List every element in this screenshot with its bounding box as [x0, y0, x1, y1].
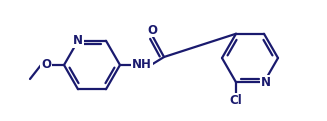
Text: N: N: [73, 34, 83, 47]
Text: O: O: [41, 58, 51, 72]
Text: N: N: [261, 76, 271, 89]
Text: Cl: Cl: [230, 94, 242, 107]
Text: NH: NH: [132, 58, 152, 72]
Text: O: O: [147, 23, 157, 37]
